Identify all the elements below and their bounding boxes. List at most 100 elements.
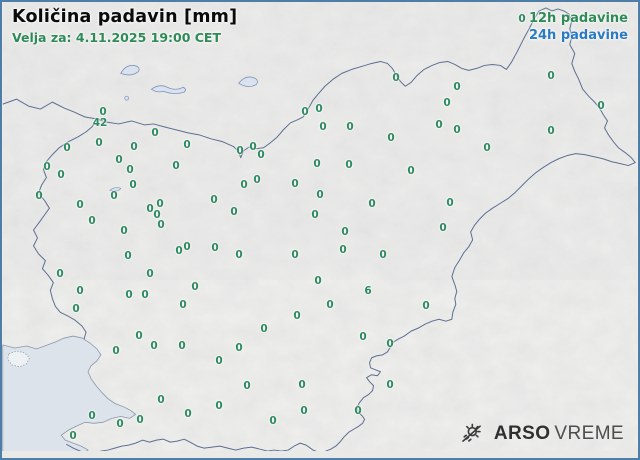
station-value: 0 <box>146 268 154 280</box>
valid-time-label: Velja za: 4.11.2025 19:00 CET <box>12 30 221 45</box>
legend-item-12h[interactable]: 12h padavine <box>528 11 628 26</box>
station-value: 0 <box>116 418 124 430</box>
station-value: 0 <box>175 245 183 257</box>
station-value: 0 <box>315 103 323 115</box>
station-value: 0 <box>597 100 605 112</box>
station-value: 0 <box>300 405 308 417</box>
station-value: 0 <box>386 338 394 350</box>
lagoon <box>7 350 30 368</box>
station-value: 0 <box>95 137 103 149</box>
station-value: 0 <box>314 275 322 287</box>
station-value: 0 <box>153 209 161 221</box>
station-value: 0 <box>453 81 461 93</box>
station-value: 0 <box>157 394 165 406</box>
station-value: 0 <box>260 323 268 335</box>
station-value: 42 <box>92 117 108 129</box>
station-value: 0 <box>341 226 349 238</box>
station-value: 0 <box>191 281 199 293</box>
logo-vreme: VREME <box>554 423 624 444</box>
sun-rain-icon <box>462 423 481 442</box>
station-value: 0 <box>249 141 257 153</box>
station-value: 0 <box>125 289 133 301</box>
station-value: 0 <box>56 268 64 280</box>
station-value: 0 <box>345 159 353 171</box>
station-value: 0 <box>69 430 77 442</box>
station-value: 0 <box>124 250 132 262</box>
station-value: 0 <box>179 299 187 311</box>
logo-arso: ARSO <box>493 423 551 444</box>
terrain-relief <box>2 2 638 280</box>
station-value: 0 <box>151 127 159 139</box>
station-value: 0 <box>236 145 244 157</box>
station-value: 0 <box>293 310 301 322</box>
station-value: 0 <box>235 249 243 261</box>
station-value: 0 <box>211 242 219 254</box>
country-border <box>2 7 636 455</box>
station-value: 0 <box>346 121 354 133</box>
station-value: 0 <box>483 142 491 154</box>
station-value: 0 <box>141 289 149 301</box>
station-value: 0 <box>313 158 321 170</box>
station-value: 0 <box>99 106 107 118</box>
station-value: 0 <box>387 132 395 144</box>
station-value: 0 <box>547 125 555 137</box>
station-value: 0 <box>76 199 84 211</box>
legend-item-24h[interactable]: 24h padavine <box>528 28 628 43</box>
station-value: 0 <box>129 179 137 191</box>
station-value: 0 <box>439 222 447 234</box>
station-value: 0 <box>126 164 134 176</box>
station-value: 0 <box>316 189 324 201</box>
station-value: 0 <box>184 408 192 420</box>
station-value: 0 <box>339 244 347 256</box>
lake <box>150 85 186 94</box>
station-value: 0 <box>386 379 394 391</box>
station-value: 0 <box>35 190 43 202</box>
station-value: 0 <box>112 345 120 357</box>
station-value: 0 <box>379 249 387 261</box>
station-value: 0 <box>215 355 223 367</box>
station-value: 0 <box>443 97 451 109</box>
station-value: 0 <box>72 303 80 315</box>
station-value: 0 <box>136 414 144 426</box>
station-value: 0 <box>319 121 327 133</box>
station-value: 0 <box>130 141 138 153</box>
station-value: 0 <box>326 299 334 311</box>
station-value: 0 <box>422 300 430 312</box>
station-value: 0 <box>354 405 362 417</box>
station-value: 0 <box>235 342 243 354</box>
station-value: 0 <box>298 379 306 391</box>
station-value: 0 <box>157 219 165 231</box>
lake <box>109 187 122 192</box>
station-value: 0 <box>269 415 277 427</box>
station-value: 0 <box>150 340 158 352</box>
adriatic-sea <box>2 335 137 458</box>
station-value: 0 <box>178 340 186 352</box>
station-value: 0 <box>446 197 454 209</box>
station-value: 0 <box>110 190 118 202</box>
station-value: 0 <box>76 285 84 297</box>
station-value: 0 <box>156 198 164 210</box>
station-value: 0 <box>291 178 299 190</box>
station-value: 0 <box>253 174 261 186</box>
lake <box>124 95 130 101</box>
station-value: 0 <box>43 161 51 173</box>
arso-vreme-logo: ARSO VREME <box>458 421 624 447</box>
map-header: Količina padavin [mm] Velja za: 4.11.202… <box>12 7 237 45</box>
station-value: 0 <box>63 142 71 154</box>
station-value: 0 <box>183 241 191 253</box>
station-value: 6 <box>364 285 372 297</box>
station-value: 0 <box>301 106 309 118</box>
station-value: 0 <box>435 119 443 131</box>
station-value: 0 <box>135 330 143 342</box>
station-value: 0 <box>453 124 461 136</box>
station-value: 0 <box>392 72 400 84</box>
station-value: 0 <box>230 206 238 218</box>
station-value: 0 <box>210 194 218 206</box>
station-value: 0 <box>311 209 319 221</box>
interval-legend: 12h padavine 24h padavine <box>529 10 628 44</box>
station-value: 0 <box>407 165 415 177</box>
lake <box>238 76 258 87</box>
